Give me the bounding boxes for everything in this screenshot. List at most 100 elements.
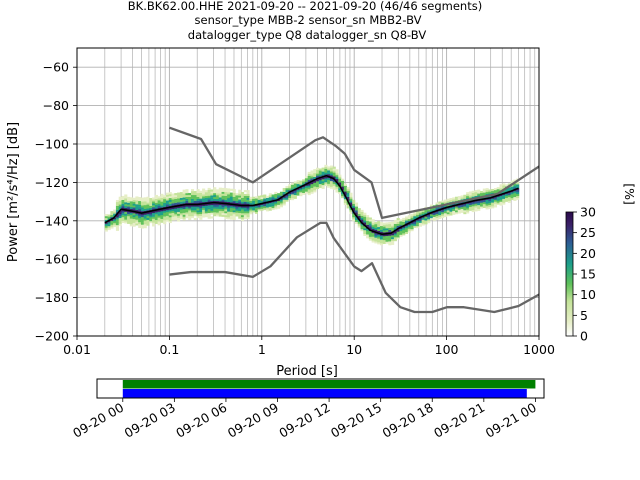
density-cell <box>357 208 361 211</box>
density-cell <box>168 199 172 202</box>
density-cell <box>232 214 236 217</box>
density-cell <box>121 217 125 220</box>
density-cell <box>279 191 283 194</box>
density-cell <box>177 192 181 195</box>
density-cell <box>404 224 409 227</box>
density-cell <box>260 195 264 198</box>
density-cell <box>288 184 292 187</box>
x-axis-label: Period [s] <box>276 364 338 379</box>
density-cell <box>182 199 186 202</box>
density-cell <box>190 214 195 217</box>
density-cell <box>335 175 339 178</box>
density-cell <box>493 199 497 202</box>
density-cell <box>341 182 345 185</box>
density-cell <box>468 204 472 208</box>
density-cell <box>318 168 322 171</box>
density-cell <box>482 194 486 197</box>
density-cell <box>182 197 186 200</box>
density-cell <box>510 188 514 191</box>
density-cell <box>363 230 367 233</box>
density-cell <box>413 217 417 221</box>
density-cell <box>382 239 386 243</box>
density-cell <box>502 202 506 205</box>
density-cell <box>341 192 345 195</box>
density-cell <box>324 182 328 185</box>
density-cell <box>413 221 417 224</box>
density-cell <box>360 229 364 232</box>
density-cell <box>163 197 167 200</box>
density-cell <box>179 193 183 197</box>
density-cell <box>271 204 275 207</box>
density-cell <box>288 197 292 200</box>
density-cell <box>210 195 214 198</box>
density-cell <box>124 211 128 214</box>
density-cell <box>188 212 192 215</box>
density-cell <box>313 186 317 189</box>
colorbar-tick-label: 0 <box>580 329 588 344</box>
density-cell <box>304 181 309 185</box>
density-cell <box>185 191 189 194</box>
density-cell <box>396 237 400 240</box>
density-cell <box>118 214 122 217</box>
density-cell <box>496 187 500 190</box>
density-cell <box>321 173 325 176</box>
density-cell <box>132 203 136 206</box>
density-cell <box>288 190 292 193</box>
density-cell <box>127 204 131 207</box>
density-cell <box>160 214 164 218</box>
density-cell <box>313 171 317 174</box>
density-cell <box>279 197 283 200</box>
density-cell <box>304 187 309 190</box>
density-cell <box>299 194 303 197</box>
density-cell <box>113 219 117 222</box>
density-cell <box>279 199 283 202</box>
density-cell <box>196 192 200 196</box>
density-cell <box>457 205 461 208</box>
density-cell <box>307 191 311 194</box>
density-cell <box>115 221 120 224</box>
density-cell <box>115 224 120 228</box>
density-cell <box>482 202 486 205</box>
density-cell <box>177 213 181 216</box>
density-cell <box>488 201 492 204</box>
density-cell <box>227 211 231 214</box>
density-cell <box>196 204 200 207</box>
density-cell <box>174 216 178 219</box>
density-cell <box>115 201 120 205</box>
density-cell <box>485 203 489 206</box>
density-cell <box>204 205 208 208</box>
density-cell <box>324 180 328 183</box>
density-cell <box>146 206 150 209</box>
density-cell <box>332 185 336 188</box>
density-cell <box>182 189 186 192</box>
density-cell <box>421 213 425 216</box>
density-cell <box>160 216 164 219</box>
density-cell <box>135 217 139 220</box>
density-cell <box>293 183 297 186</box>
density-cell <box>385 228 389 231</box>
density-cell <box>477 203 481 206</box>
density-cell <box>491 198 495 201</box>
density-cell <box>168 215 172 218</box>
density-cell <box>171 199 175 202</box>
density-cell <box>121 215 125 218</box>
density-cell <box>196 216 200 219</box>
density-cell <box>471 196 475 199</box>
density-cell <box>310 187 314 190</box>
density-cell <box>196 200 200 203</box>
density-cell <box>407 215 411 218</box>
density-cell <box>354 208 359 211</box>
density-cell <box>321 186 325 189</box>
density-cell <box>379 243 384 246</box>
density-cell <box>505 184 509 187</box>
density-cell <box>404 216 409 219</box>
density-cell <box>193 191 197 194</box>
density-cell <box>171 216 175 219</box>
density-cell <box>213 189 217 192</box>
density-cell <box>366 220 370 223</box>
density-cell <box>441 210 445 213</box>
density-cell <box>421 209 425 213</box>
density-cell <box>165 208 170 211</box>
density-cell <box>482 205 486 208</box>
density-cell <box>124 196 128 199</box>
